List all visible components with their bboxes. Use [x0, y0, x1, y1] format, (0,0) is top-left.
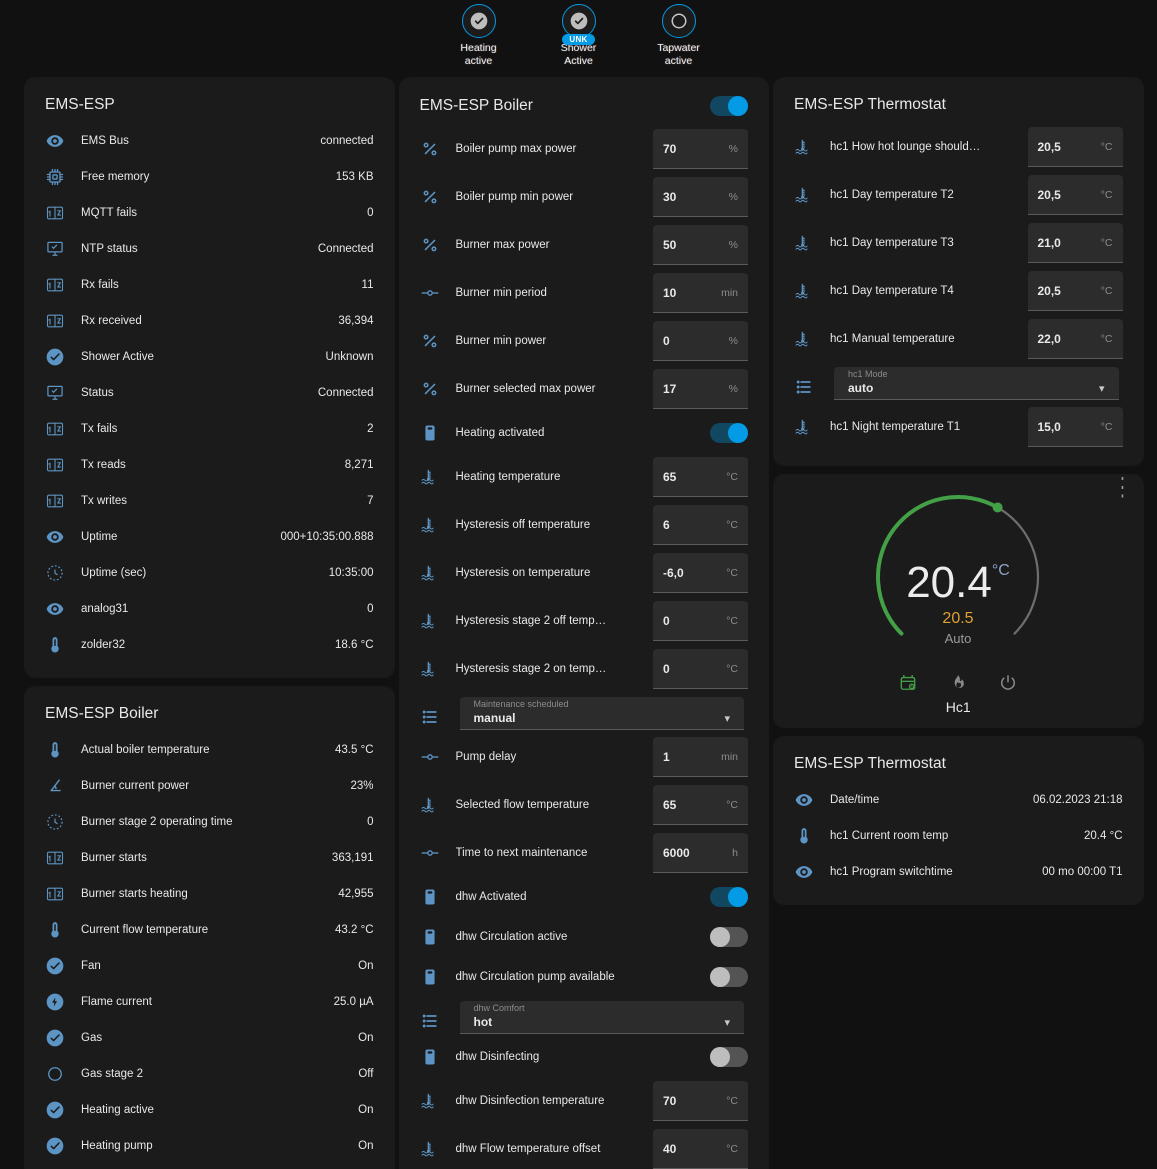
- svg-text:20.5: 20.5: [943, 610, 974, 627]
- svg-text:20.4°C: 20.4°C: [906, 558, 1010, 607]
- svg-text:Auto: Auto: [945, 631, 972, 646]
